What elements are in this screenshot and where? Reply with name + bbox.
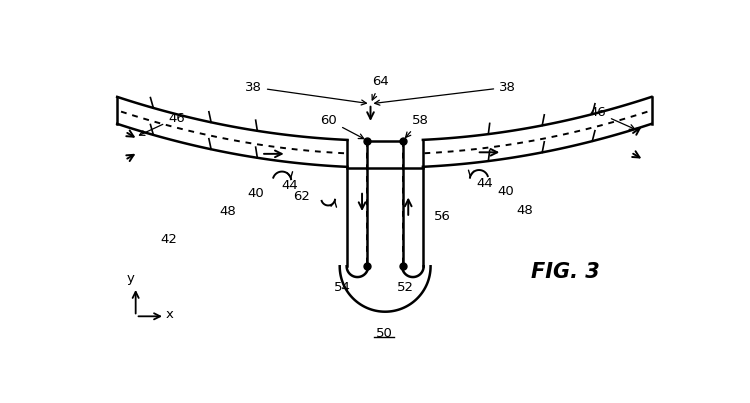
Text: 58: 58 bbox=[406, 114, 429, 137]
Text: 56: 56 bbox=[433, 210, 451, 223]
Text: x: x bbox=[166, 308, 173, 321]
Text: FIG. 3: FIG. 3 bbox=[531, 262, 600, 282]
Text: 42: 42 bbox=[160, 233, 177, 246]
Text: 48: 48 bbox=[516, 204, 533, 216]
Text: 48: 48 bbox=[220, 205, 236, 218]
Text: 46: 46 bbox=[140, 112, 184, 135]
Text: 46: 46 bbox=[590, 106, 634, 129]
Text: 38: 38 bbox=[245, 81, 367, 105]
Text: 54: 54 bbox=[334, 280, 350, 293]
Text: 62: 62 bbox=[293, 190, 310, 203]
Text: y: y bbox=[126, 272, 134, 285]
Text: 60: 60 bbox=[320, 114, 364, 139]
Text: 52: 52 bbox=[398, 280, 415, 293]
Text: 38: 38 bbox=[375, 81, 516, 105]
Text: 64: 64 bbox=[372, 75, 389, 100]
Text: 50: 50 bbox=[376, 327, 393, 340]
Text: 40: 40 bbox=[248, 187, 264, 199]
Text: 40: 40 bbox=[497, 185, 514, 198]
Text: 44: 44 bbox=[476, 177, 493, 190]
Text: 44: 44 bbox=[281, 179, 298, 192]
